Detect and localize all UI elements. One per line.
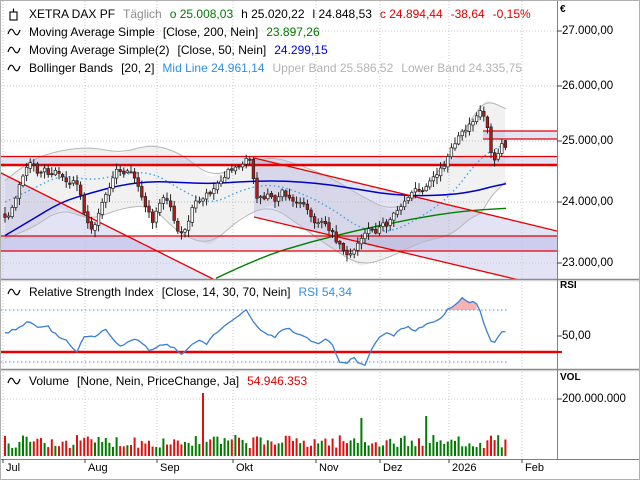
volume-legend: Volume [None, Nein, PriceChange, Ja] 54.… xyxy=(6,372,307,390)
low-value: l 24.848,53 xyxy=(312,7,372,21)
ma200-line xyxy=(215,207,507,279)
instrument-name: XETRA DAX PF xyxy=(29,7,116,21)
indicator-name: Relative Strength Index xyxy=(29,285,154,299)
rsi-legend: Relative Strength Index [Close, 14, 30, … xyxy=(6,283,352,301)
change-value: -38,64 xyxy=(450,7,485,21)
indicator-name: Moving Average Simple(2) xyxy=(29,43,170,57)
indicator-name: Bollinger Bands xyxy=(29,61,114,75)
indicator-icon xyxy=(6,287,21,297)
indicator-name: Moving Average Simple xyxy=(29,25,155,39)
indicator-params: [20, 2] xyxy=(121,61,155,75)
candlestick-series xyxy=(3,105,508,262)
instrument-row[interactable]: XETRA DAX PF Täglich o 25.008,03 h 25.02… xyxy=(6,5,531,23)
indicator-icon xyxy=(6,45,21,55)
trend-lines xyxy=(1,130,557,279)
indicator-icon xyxy=(6,376,21,386)
bollinger-mid-value: Mid Line 24.961,14 xyxy=(162,61,265,75)
indicator-params: [Close, 14, 30, 70, Nein] xyxy=(161,285,291,299)
indicator-icon xyxy=(6,27,21,37)
indicator-row-ma50[interactable]: Moving Average Simple(2) [Close, 50, Nei… xyxy=(6,41,531,59)
indicator-value: 23.897,26 xyxy=(266,25,320,39)
moving-averages xyxy=(4,180,507,279)
indicator-params: [None, Nein, PriceChange, Ja] xyxy=(77,374,240,388)
indicator-row-rsi[interactable]: Relative Strength Index [Close, 14, 30, … xyxy=(6,283,352,301)
panel-frame xyxy=(1,1,639,460)
ma50-line xyxy=(4,180,507,237)
indicator-row-volume[interactable]: Volume [None, Nein, PriceChange, Ja] 54.… xyxy=(6,372,307,390)
bollinger-upper-value: Upper Band 25.586,52 xyxy=(272,61,394,75)
indicator-name: Volume xyxy=(29,374,70,388)
close-value: c 24.894,44 xyxy=(379,7,443,21)
indicator-params: [Close, 50, Nein] xyxy=(177,43,267,57)
indicator-params: [Close, 200, Nein] xyxy=(162,25,259,39)
indicator-row-ma200[interactable]: Moving Average Simple [Close, 200, Nein]… xyxy=(6,23,531,41)
rsi-overbought-area xyxy=(447,297,477,310)
rsi-line xyxy=(4,296,506,367)
indicator-icon xyxy=(6,63,21,73)
instrument-icon xyxy=(6,8,21,21)
open-value: o 25.008,03 xyxy=(169,7,234,21)
high-value: h 25.020,22 xyxy=(241,7,305,21)
change-percent: -0,15% xyxy=(492,7,531,21)
gridlines xyxy=(1,1,557,459)
volume-value: 54.946.353 xyxy=(247,374,308,388)
indicator-row-bollinger[interactable]: Bollinger Bands [20, 2] Mid Line 24.961,… xyxy=(6,59,531,77)
rsi-panel xyxy=(1,296,557,367)
chart-legend: XETRA DAX PF Täglich o 25.008,03 h 25.02… xyxy=(6,5,531,77)
bollinger-bands xyxy=(4,101,507,267)
volume-series xyxy=(4,393,507,456)
period-label: Täglich xyxy=(123,7,162,21)
indicator-value: 24.299,15 xyxy=(274,43,328,57)
rsi-value: RSI 54,34 xyxy=(298,285,352,299)
bollinger-lower-value: Lower Band 24.335,75 xyxy=(401,61,523,75)
axis-ticks xyxy=(2,30,562,463)
